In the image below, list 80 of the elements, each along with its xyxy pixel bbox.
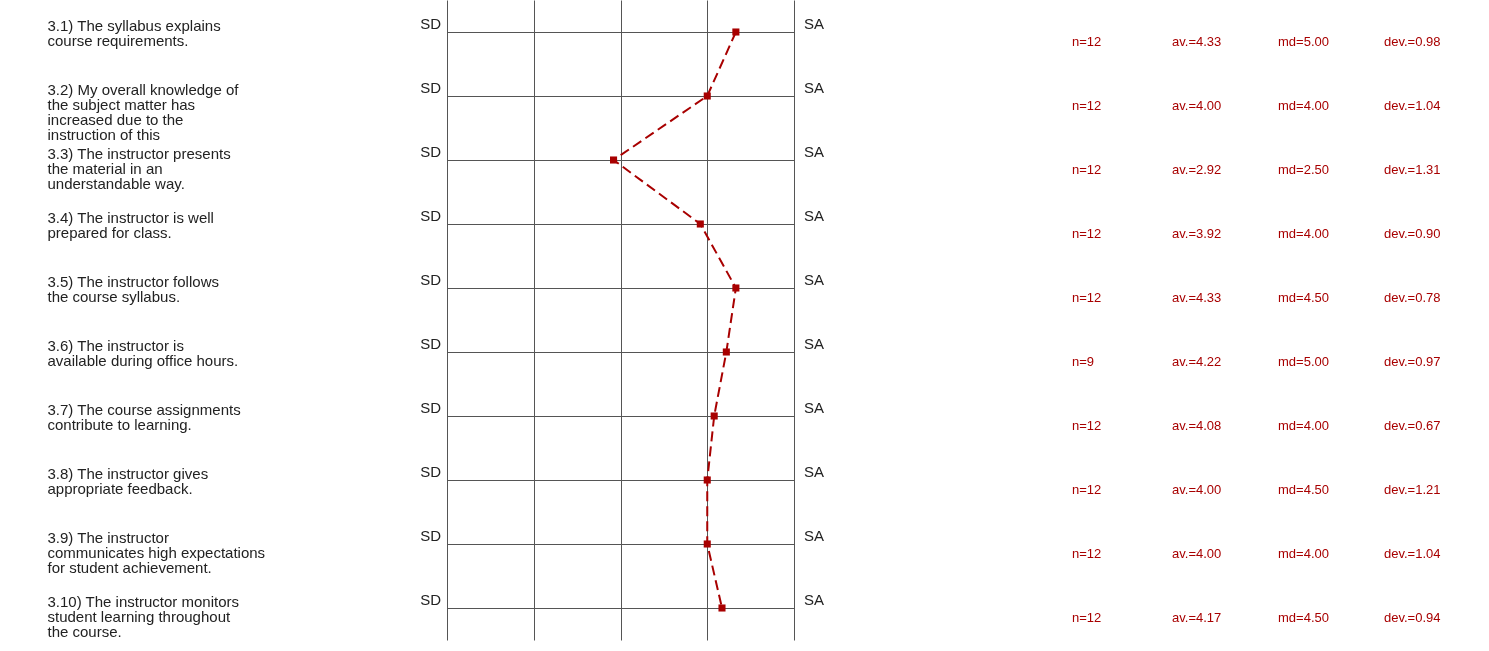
text: md=4.00 — [1278, 98, 1329, 113]
point — [703, 476, 711, 484]
y-tick-label: 3.10) The instructor monitors student learning throughout the course. — [47, 592, 239, 640]
text: md=5.00 — [1278, 354, 1329, 369]
y-tick-label: 3.7) The course assignments contribute to learning. — [47, 400, 241, 433]
text: SD — [420, 79, 442, 96]
text: md=4.50 — [1278, 290, 1329, 305]
text: n=12 — [1072, 290, 1102, 305]
text: n=12 — [1072, 34, 1102, 49]
y-tick-label: 3.3) The instructor presents the material in an understandable way. — [47, 144, 231, 192]
text: SD — [420, 527, 442, 544]
text: dev.=0.67 — [1384, 418, 1441, 433]
text: dev.=0.90 — [1384, 226, 1441, 241]
text: SA — [804, 271, 825, 288]
text: SA — [804, 143, 825, 160]
text: SA — [804, 207, 825, 224]
text: dev.=1.04 — [1384, 546, 1441, 561]
text: SD — [420, 143, 442, 160]
point — [703, 92, 711, 100]
data-label: av.=4.00 — [1172, 98, 1222, 113]
y-tick-label: 3.9) The instructor communicates high expectations for student achievement. — [47, 528, 266, 576]
data-label: av.=4.17 — [1172, 610, 1222, 625]
text: SA — [804, 463, 825, 480]
text: SA — [804, 79, 825, 96]
y-tick-label: 3.6) The instructor is available during office hours. — [47, 336, 239, 369]
text: SD — [420, 335, 442, 352]
y-tick-label: 3.4) The instructor is well prepared for class. — [47, 208, 214, 241]
text: md=4.00 — [1278, 546, 1329, 561]
text: SD — [420, 207, 442, 224]
point — [722, 348, 730, 356]
point — [696, 220, 704, 228]
point — [710, 412, 718, 420]
text: n=12 — [1072, 226, 1102, 241]
text: md=4.00 — [1278, 226, 1329, 241]
text: n=12 — [1072, 610, 1102, 625]
data-label: av.=4.08 — [1172, 418, 1222, 433]
text: dev.=1.21 — [1384, 482, 1441, 497]
point — [732, 28, 740, 36]
y-tick-label: 3.2) My overall knowledge of the subject matter has increased due to the instruction of this — [47, 80, 240, 143]
y-tick-label: 3.1) The syllabus explains course requirements. — [47, 16, 221, 49]
text: dev.=0.94 — [1384, 610, 1441, 625]
text: SA — [804, 591, 825, 608]
text: n=9 — [1072, 354, 1095, 369]
text: SD — [420, 463, 442, 480]
text: dev.=1.04 — [1384, 98, 1441, 113]
text: dev.=0.98 — [1384, 34, 1441, 49]
text: SA — [804, 527, 825, 544]
text: SD — [420, 271, 442, 288]
text: n=12 — [1072, 98, 1102, 113]
data-label: av.=2.92 — [1172, 162, 1222, 177]
text: SA — [804, 15, 825, 32]
text: dev.=0.78 — [1384, 290, 1441, 305]
text: md=4.50 — [1278, 610, 1329, 625]
data-label: av.=4.00 — [1172, 546, 1222, 561]
text: SD — [420, 15, 442, 32]
data-label: av.=3.92 — [1172, 226, 1222, 241]
text: SD — [420, 399, 442, 416]
data-label: av.=4.22 — [1172, 354, 1222, 369]
text: SD — [420, 591, 442, 608]
y-tick-label: 3.8) The instructor gives appropriate feedback. — [47, 464, 209, 497]
point — [718, 604, 726, 612]
data-label: av.=4.33 — [1172, 290, 1222, 305]
text: md=4.50 — [1278, 482, 1329, 497]
data-label: av.=4.33 — [1172, 34, 1222, 49]
text: md=5.00 — [1278, 34, 1329, 49]
text: dev.=1.31 — [1384, 162, 1441, 177]
text: n=12 — [1072, 482, 1102, 497]
text: n=12 — [1072, 162, 1102, 177]
text: dev.=0.97 — [1384, 354, 1441, 369]
data-label: av.=4.00 — [1172, 482, 1222, 497]
text: SA — [804, 399, 825, 416]
text: SA — [804, 335, 825, 352]
y-tick-label: 3.5) The instructor follows the course syllabus. — [47, 272, 219, 305]
text: n=12 — [1072, 546, 1102, 561]
point — [610, 156, 618, 164]
text: md=2.50 — [1278, 162, 1329, 177]
point — [703, 540, 711, 548]
text: n=12 — [1072, 418, 1102, 433]
text: md=4.00 — [1278, 418, 1329, 433]
point — [732, 284, 740, 292]
